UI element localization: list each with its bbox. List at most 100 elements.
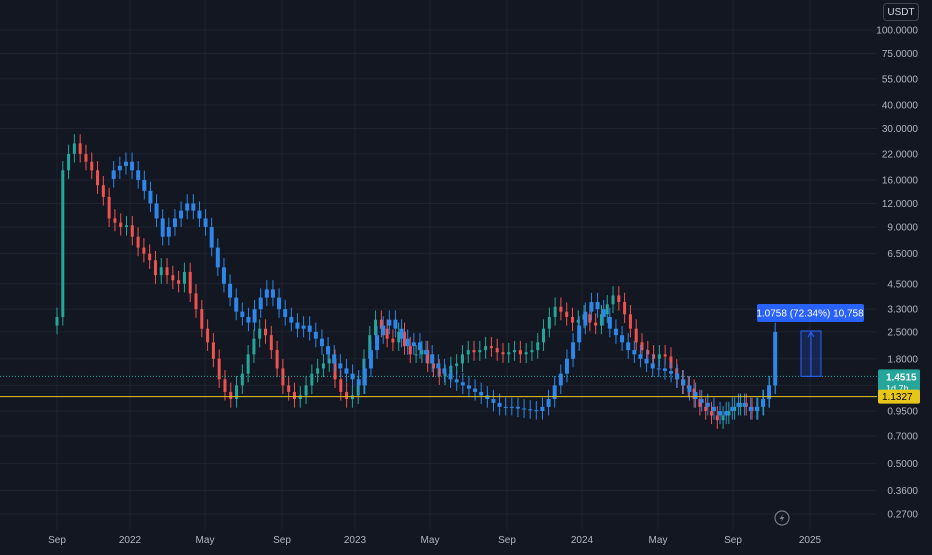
last-price-value: 1.4515 <box>886 372 917 383</box>
candle-body <box>264 289 269 298</box>
candle-body <box>431 363 435 369</box>
candle-body <box>188 271 192 294</box>
candle-body <box>287 385 291 392</box>
candle-body <box>381 325 386 336</box>
y-tick-label: 0.2700 <box>887 510 918 521</box>
candle-body <box>605 304 609 315</box>
candle-body <box>301 325 306 329</box>
candle-body <box>613 328 618 336</box>
candle-body <box>125 225 129 228</box>
candle-body <box>577 325 582 343</box>
y-tick-label: 2.5000 <box>887 327 918 338</box>
y-tick-label: 6.5000 <box>887 249 918 260</box>
candle-body <box>333 358 337 380</box>
price-axis[interactable]: 100.0000 75.0000 55.0000 40.0000 30.0000 22.0… <box>876 26 918 521</box>
x-tick-label: Sep <box>724 535 742 546</box>
x-tick-label: Sep <box>498 535 516 546</box>
candle-body <box>399 328 404 339</box>
candle-body <box>252 309 257 323</box>
candle-body <box>518 350 522 355</box>
candle-body <box>292 391 296 400</box>
candle-body <box>417 342 422 351</box>
candle-body <box>478 350 482 353</box>
candle-body <box>623 302 627 315</box>
candle-body <box>345 391 349 400</box>
candle-body <box>228 283 233 298</box>
y-tick-label: 0.9500 <box>887 407 918 418</box>
candle-body <box>194 293 198 310</box>
candle-body <box>547 316 551 329</box>
candle-body <box>411 342 416 347</box>
candle-body <box>748 406 753 412</box>
grid <box>0 0 877 530</box>
candle-body <box>321 363 325 369</box>
candle-body <box>628 314 632 329</box>
candle-body <box>136 170 141 180</box>
line-value: 1.1327 <box>882 392 913 403</box>
candle-body <box>489 346 493 349</box>
candle-body <box>344 368 349 374</box>
candle-body <box>307 325 312 332</box>
candle-body <box>235 385 239 400</box>
candle-body <box>408 346 412 355</box>
candle-body <box>594 322 598 326</box>
candle-body <box>669 370 674 374</box>
candle-body <box>718 411 723 416</box>
candle-body <box>599 314 603 326</box>
candle-body <box>617 295 621 303</box>
candle-body <box>130 161 135 171</box>
candle-body <box>650 363 655 369</box>
candle-body <box>773 331 778 386</box>
candle-body <box>258 297 263 310</box>
candle-body <box>466 350 470 355</box>
lightning-icon[interactable] <box>774 510 790 526</box>
candle-body <box>473 388 478 392</box>
y-tick-label: 40.0000 <box>882 100 919 111</box>
candle-body <box>385 328 389 339</box>
candle-body <box>559 306 563 312</box>
currency-button[interactable]: USDT <box>883 3 919 21</box>
candle-body <box>570 316 574 323</box>
time-axis[interactable]: Sep 2022 May Sep 2023 May Sep 2024 May Sep 2025 <box>48 535 821 546</box>
measure-tool[interactable]: 1.0758 (72.34%) 10,758 <box>756 303 864 377</box>
candle-body <box>240 373 244 386</box>
candle-body <box>601 309 606 317</box>
y-tick-label: 3.3000 <box>887 305 918 316</box>
y-tick-label: 75.0000 <box>882 49 919 60</box>
candle-body <box>588 314 592 323</box>
candle-body <box>275 350 279 369</box>
candle-body <box>142 179 147 191</box>
candle-body <box>524 352 528 355</box>
candle-body <box>426 350 430 364</box>
candle-body <box>356 385 360 396</box>
candle-body <box>420 350 424 355</box>
candle-body <box>387 319 392 326</box>
y-tick-label: 16.0000 <box>882 175 919 186</box>
y-tick-label: 30.0000 <box>882 124 919 135</box>
candle-body <box>159 267 163 276</box>
candle-body <box>709 411 713 416</box>
candle-body <box>185 203 190 211</box>
candle-body <box>754 406 759 412</box>
countdown: 1d 7h <box>886 383 909 393</box>
candle-body <box>704 406 708 412</box>
candle-body <box>277 297 282 310</box>
candle-body <box>564 358 569 374</box>
candle-body <box>316 368 320 374</box>
candle-body <box>646 350 650 355</box>
candle-body <box>223 379 227 392</box>
x-tick-label: 2024 <box>571 535 594 546</box>
candle-body <box>595 302 600 310</box>
candle-body <box>607 316 612 329</box>
candle-body <box>460 382 465 386</box>
candle-body <box>715 415 719 421</box>
candle-body <box>319 338 324 347</box>
candle-body <box>310 373 314 386</box>
candle-body <box>727 411 731 416</box>
candle-body <box>565 311 569 317</box>
candle-body <box>736 402 741 407</box>
y-tick-label: 0.5000 <box>887 459 918 470</box>
candle-body <box>403 331 407 347</box>
